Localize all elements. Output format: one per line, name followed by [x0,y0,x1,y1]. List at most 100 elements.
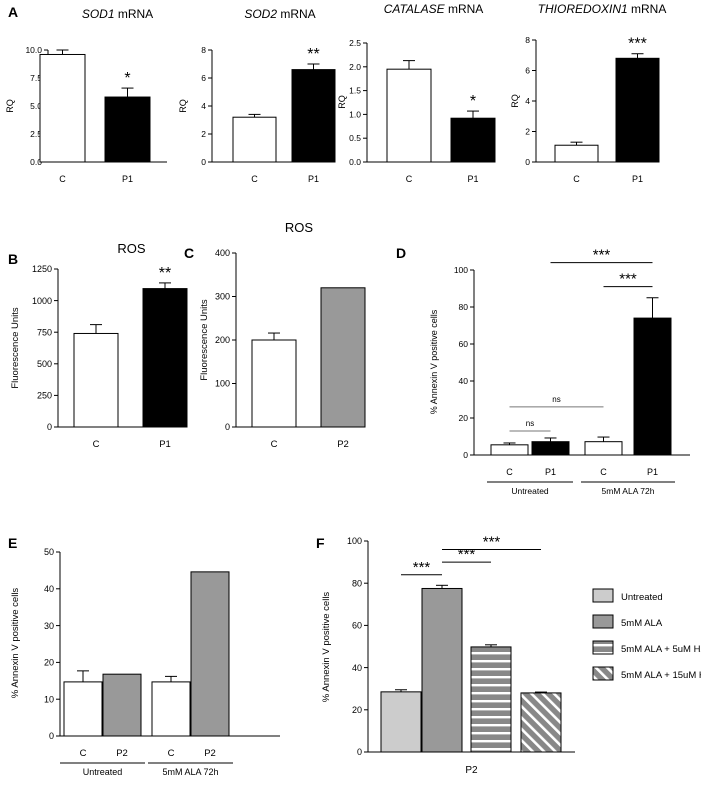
y-tick-label: 40 [44,584,54,594]
comparison-label: *** [413,559,431,576]
chart-title-suffix: mRNA [628,2,667,16]
bar [531,441,570,456]
y-tick-label: 0.5 [349,133,361,143]
y-tick-label: 2.5 [349,38,361,48]
x-tick-label: P1 [308,174,319,184]
chart-title-suffix: mRNA [445,2,484,16]
x-tick-label: C [600,467,607,477]
chart-panel-f: F 0 20 40 60 80 100 % Annexin V positive cells P… [316,533,701,776]
y-tick-label: 4 [525,96,530,106]
y-tick-label: 1000 [32,296,52,306]
panel-label: D [396,245,406,261]
comparison-label: *** [458,546,476,563]
comparison-label: *** [619,271,637,288]
comparison-label: ns [552,395,560,404]
x-tick-label: P1 [647,467,658,477]
y-tick-label: 100 [454,265,468,275]
y-tick-label: 50 [44,547,54,557]
panel-label: B [8,251,18,267]
y-tick-label: 0 [357,747,362,757]
y-tick-label: 20 [44,658,54,668]
chart-title: SOD1 mRNA [82,7,153,21]
x-tick-label: P1 [159,439,171,450]
chart-title: SOD2 mRNA [244,7,315,21]
y-tick-label: 6 [525,65,530,75]
panel-label: A [8,4,18,20]
bar [73,332,119,428]
x-tick-label: P1 [467,174,478,184]
chart-panel-a4: THIOREDOXIN1 mRNA 0 2 4 6 8 RQ C P1 *** [510,2,666,184]
y-tick-label: 60 [352,621,362,631]
y-tick-label: 750 [37,327,52,337]
panel-label: F [316,535,325,551]
legend-label: Untreated [621,592,663,603]
y-tick-label: 80 [459,302,469,312]
bar [520,692,562,753]
y-tick-label: 10 [44,694,54,704]
bar [142,288,188,428]
chart-title-suffix: mRNA [115,7,154,21]
x-tick-label: P1 [632,174,643,184]
y-axis-label: % Annexin V positive cells [429,309,439,414]
y-tick-label: 60 [459,339,469,349]
x-tick-label: C [406,174,413,184]
bar [633,317,672,456]
significance-marker: * [470,93,476,110]
chart-panel-c: C ROS 0 100 200 300 400 Fluorescence Units C P2 [184,220,366,450]
bar [615,57,660,163]
group-label: 5mM ALA 72h [602,486,655,496]
y-tick-label: 80 [352,578,362,588]
y-tick-label: 0 [49,731,54,741]
bar [39,53,86,163]
group-label: Untreated [511,486,549,496]
y-axis-label: % Annexin V positive cells [321,592,332,703]
bar [151,681,191,737]
chart-panel-a2: SOD2 mRNA 0 2 4 6 8 RQ C P1 ** [178,7,336,184]
bar [421,587,463,753]
y-tick-label: 10.0 [25,45,42,55]
y-tick-label: 0 [201,157,206,167]
chart-title: ROS [117,241,146,256]
y-axis-label: RQ [337,95,347,109]
significance-marker: ** [159,265,171,282]
y-tick-label: 100 [215,379,230,389]
y-axis-label: Fluorescence Units [10,307,21,389]
y-tick-label: 30 [44,621,54,631]
y-tick-label: 40 [352,663,362,673]
x-tick-label: P2 [204,748,216,759]
chart-title-gene: THIOREDOXIN1 [538,2,628,16]
chart-panel-d: D 0 20 40 60 80 100 % Annexin V positive cells C… [396,245,690,496]
y-tick-label: 250 [37,391,52,401]
x-tick-label: C [59,174,66,184]
chart-title-suffix: mRNA [277,7,316,21]
bar [554,144,599,163]
chart-title-gene: CATALASE [384,2,446,16]
y-tick-label: 100 [347,536,362,546]
y-tick-label: 8 [201,45,206,55]
y-tick-label: 500 [37,359,52,369]
panel-label: C [184,245,194,261]
y-axis-label: Fluorescence Units [199,299,210,381]
y-tick-label: 2 [201,129,206,139]
y-tick-label: 0.0 [30,157,42,167]
y-axis-label: % Annexin V positive cells [10,588,21,699]
bar [102,673,142,737]
y-tick-label: 0 [47,422,52,432]
bar [104,96,151,163]
y-tick-label: 20 [459,413,469,423]
y-tick-label: 1.5 [349,86,361,96]
y-tick-label: 0 [225,422,230,432]
legend-label: 5mM ALA [621,618,663,629]
chart-panel-a1: A SOD1 mRNA 0.0 2.5 5.0 7.5 10.0 RQ C P1 * [5,4,167,184]
comparison-label: ns [526,419,534,428]
legend-swatch [592,640,614,655]
bar [63,681,103,737]
y-tick-label: 300 [215,292,230,302]
y-tick-label: 2.5 [30,129,42,139]
y-tick-label: 5.0 [30,101,42,111]
x-tick-label: P1 [545,467,556,477]
bar [251,339,297,428]
bar [470,646,512,753]
y-tick-label: 20 [352,705,362,715]
group-label: Untreated [83,767,123,777]
